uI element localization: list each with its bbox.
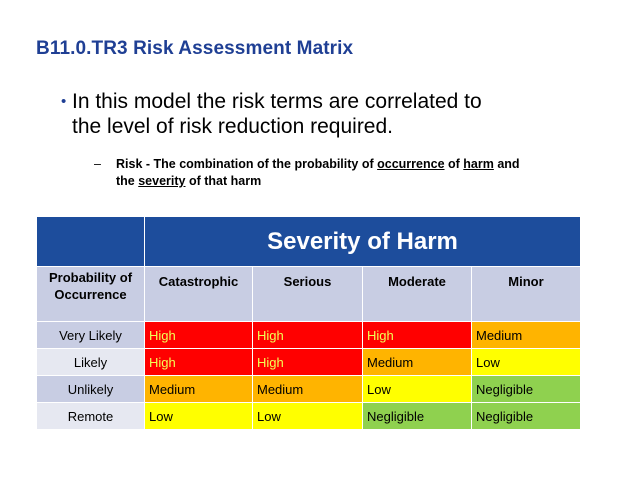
bullet-line-2: the level of risk reduction required. <box>72 115 393 138</box>
text-segment: and <box>493 157 520 171</box>
blank-header-cell <box>36 216 145 267</box>
column-header: Catastrophic <box>144 266 253 322</box>
risk-cell: High <box>362 321 472 349</box>
row-label: Very Likely <box>36 321 145 349</box>
severity-header-row: Severity of Harm <box>36 216 581 267</box>
risk-cell: Negligible <box>362 402 472 430</box>
table-row: Very Likely High High High Medium <box>36 321 581 349</box>
risk-cell: Low <box>471 348 581 376</box>
text-segment: of <box>444 157 464 171</box>
risk-cell: High <box>252 348 363 376</box>
risk-cell: Medium <box>252 375 363 403</box>
bullet-point: • In this model the risk terms are corre… <box>61 89 602 139</box>
risk-definition-line-1: Risk - The combination of the probabilit… <box>116 156 596 173</box>
risk-cell: Low <box>144 402 253 430</box>
row-label: Likely <box>36 348 145 376</box>
risk-cell: High <box>144 321 253 349</box>
risk-cell: Low <box>362 375 472 403</box>
risk-cell: High <box>144 348 253 376</box>
risk-cell: Low <box>252 402 363 430</box>
table-row: Remote Low Low Negligible Negligible <box>36 402 581 430</box>
risk-cell: Negligible <box>471 375 581 403</box>
dash-icon: – <box>94 157 101 171</box>
text-segment: the <box>116 174 139 188</box>
column-header: Serious <box>252 266 363 322</box>
bullet-dot-icon: • <box>61 93 67 110</box>
text-segment: of that harm <box>185 174 262 188</box>
risk-definition: – Risk - The combination of the probabil… <box>94 156 596 190</box>
underlined-harm: harm <box>463 157 494 171</box>
column-header: Minor <box>471 266 581 322</box>
slide-title: B11.0.TR3 Risk Assessment Matrix <box>36 38 354 59</box>
column-header: Moderate <box>362 266 472 322</box>
table-row: Likely High High Medium Low <box>36 348 581 376</box>
severity-header: Severity of Harm <box>144 216 581 267</box>
risk-cell: Medium <box>471 321 581 349</box>
column-header-row: Probability of Occurrence Catastrophic S… <box>36 266 581 322</box>
risk-cell: Negligible <box>471 402 581 430</box>
row-label: Remote <box>36 402 145 430</box>
risk-cell: High <box>252 321 363 349</box>
table-row: Unlikely Medium Medium Low Negligible <box>36 375 581 403</box>
bullet-line-1: In this model the risk terms are correla… <box>72 90 482 113</box>
risk-matrix-table: Severity of Harm Probability of Occurren… <box>36 216 581 430</box>
risk-cell: Medium <box>362 348 472 376</box>
risk-definition-line-2: the severity of that harm <box>116 173 596 190</box>
underlined-severity: severity <box>138 174 186 188</box>
risk-cell: Medium <box>144 375 253 403</box>
row-label: Unlikely <box>36 375 145 403</box>
underlined-occurrence: occurrence <box>377 157 445 171</box>
text-segment: Risk - The combination of the probabilit… <box>116 157 378 171</box>
probability-header: Probability of Occurrence <box>36 266 145 322</box>
